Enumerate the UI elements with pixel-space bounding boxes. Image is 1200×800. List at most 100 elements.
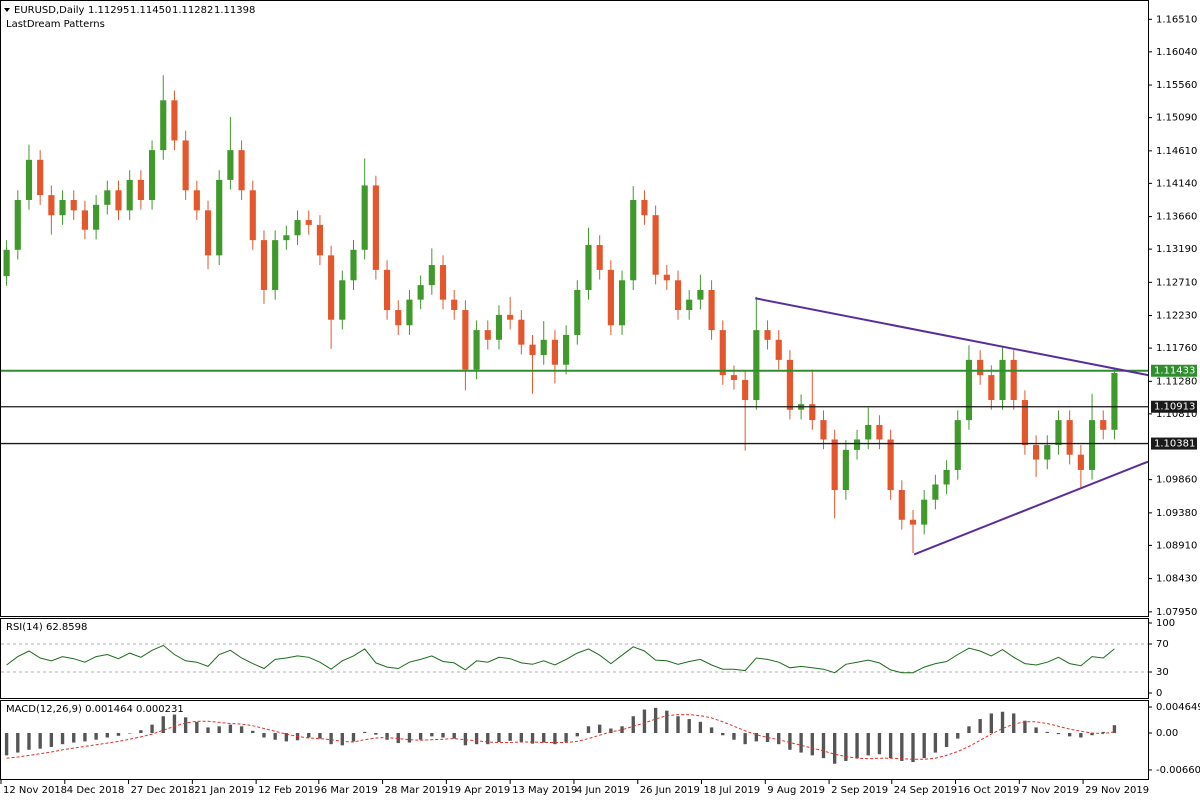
y-tick-label: 1.15560	[1156, 80, 1197, 91]
macd-bar	[27, 733, 31, 750]
candle-body	[160, 100, 167, 151]
macd-bar	[195, 721, 199, 734]
y-tick-label: 0	[1156, 688, 1162, 699]
macd-bar	[564, 733, 568, 742]
candle-body	[484, 330, 491, 340]
macd-bar	[452, 733, 456, 739]
candle-body	[148, 150, 156, 200]
macd-bar	[542, 733, 546, 743]
candle-body	[954, 420, 961, 470]
macd-bar	[597, 724, 602, 734]
candles	[3, 75, 1118, 554]
trendline	[913, 460, 1149, 556]
macd-bar	[810, 733, 814, 756]
frames	[0, 0, 1149, 780]
y-tick-label: 1.09860	[1156, 475, 1197, 486]
candle-body	[853, 439, 861, 450]
macd-bar	[38, 733, 42, 749]
candle-body	[999, 359, 1006, 401]
macd-bar	[586, 726, 591, 734]
candle-body	[865, 424, 872, 440]
macd-label: MACD(12,26,9) 0.001464 0.000231	[6, 704, 184, 715]
candle-body	[1055, 420, 1062, 446]
macd-signal	[6, 714, 1115, 760]
candle-body	[764, 330, 771, 340]
x-tick-label: 4 Dec 2018	[67, 785, 125, 796]
candle-body	[104, 190, 111, 205]
candle-body	[59, 199, 66, 216]
candle-body	[529, 344, 536, 356]
menu-icon[interactable]	[4, 8, 10, 12]
macd-bar	[687, 719, 691, 734]
macd-bar	[172, 714, 177, 734]
candle-body	[272, 240, 279, 290]
x-tick-label: 12 Feb 2019	[258, 785, 320, 796]
y-tick-label: 1.11760	[1156, 343, 1197, 354]
macd-bar	[486, 733, 490, 745]
y-tick-label: 1.13190	[1156, 244, 1197, 255]
macd-bar	[463, 733, 468, 746]
macd-bar	[105, 733, 109, 738]
macd-bar	[1034, 727, 1038, 734]
macd-bar	[709, 727, 714, 734]
x-tick-label: 4 Jun 2019	[576, 785, 630, 796]
candle-body	[316, 224, 323, 256]
macd-pane	[0, 700, 1149, 780]
macd-bar	[284, 733, 289, 742]
candle-body	[1077, 454, 1084, 470]
candle-body	[909, 519, 917, 525]
macd-bar	[1101, 731, 1105, 734]
candle-body	[137, 179, 144, 200]
macd-bar	[128, 733, 132, 734]
candle-body	[462, 310, 469, 370]
candle-body	[630, 199, 637, 281]
y-tick-label: -0.006607	[1156, 765, 1200, 776]
macd-bar	[351, 733, 356, 742]
macd-bar	[60, 733, 65, 745]
y-tick-label: 1.13660	[1156, 212, 1197, 223]
candle-body	[965, 359, 973, 421]
x-tick-label: 28 Mar 2019	[385, 785, 448, 796]
macd-bar	[363, 731, 367, 734]
candle-body	[507, 314, 514, 320]
candle-body	[383, 269, 391, 311]
candle-body	[730, 375, 738, 380]
macd-bar	[609, 728, 613, 734]
macd-bar	[989, 713, 994, 734]
candle-body	[428, 265, 435, 286]
x-tick-label: 6 Mar 2019	[321, 785, 378, 796]
macd-bar	[49, 733, 54, 747]
macd-bar	[430, 733, 434, 737]
macd-bar	[1056, 733, 1061, 735]
candle-body	[551, 339, 558, 365]
macd-bar	[754, 733, 759, 742]
candle-body	[495, 314, 503, 340]
candle-body	[70, 199, 77, 211]
y-tick-label: 1.08910	[1156, 540, 1197, 551]
candle-body	[417, 285, 424, 300]
macd-bar	[83, 733, 87, 742]
symbol: EURUSD,Daily	[14, 5, 85, 16]
x-tick-label: 19 Apr 2019	[448, 785, 510, 796]
macd-bar	[721, 733, 725, 736]
y-tick-label: 1.16510	[1156, 14, 1197, 25]
candle-body	[473, 330, 480, 370]
macd-bar	[139, 730, 143, 734]
candle-body	[182, 140, 189, 191]
candle-body	[115, 190, 122, 211]
macd-bar	[183, 717, 188, 734]
macd-bar	[530, 733, 535, 744]
macd-bar	[1023, 720, 1027, 734]
y-tick-label: 100	[1156, 618, 1175, 629]
y-tick-label: 1.14140	[1156, 178, 1197, 189]
x-tick-label: 21 Jan 2019	[194, 785, 254, 796]
level-label: 1.10913	[1154, 402, 1195, 413]
macd-bar	[698, 721, 703, 734]
candle-body	[361, 185, 368, 250]
candle-body	[395, 310, 402, 326]
candle-body	[540, 339, 547, 356]
x-tick-label: 24 Sep 2019	[894, 785, 957, 796]
macd-bar	[933, 733, 938, 753]
